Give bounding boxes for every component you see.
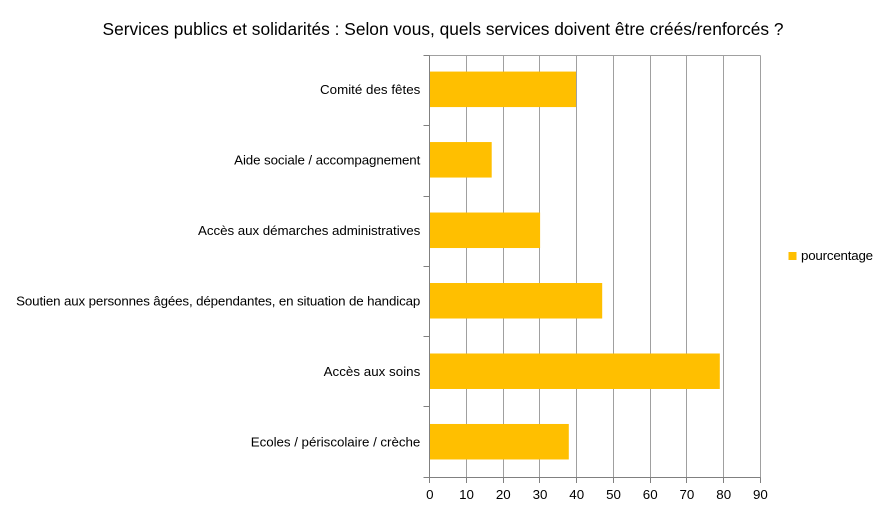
svg-text:Accès aux soins: Accès aux soins bbox=[324, 364, 421, 379]
svg-text:80: 80 bbox=[716, 487, 731, 502]
svg-text:10: 10 bbox=[459, 487, 474, 502]
svg-text:Aide sociale / accompagnement: Aide sociale / accompagnement bbox=[234, 153, 420, 168]
svg-text:Accès aux démarches administra: Accès aux démarches administratives bbox=[198, 223, 421, 238]
svg-text:Services publics et solidarité: Services publics et solidarités : Selon … bbox=[103, 19, 784, 39]
svg-text:20: 20 bbox=[496, 487, 511, 502]
svg-text:Comité des fêtes: Comité des fêtes bbox=[320, 82, 421, 97]
svg-text:60: 60 bbox=[643, 487, 658, 502]
svg-text:Ecoles / périscolaire / crèche: Ecoles / périscolaire / crèche bbox=[251, 435, 421, 450]
svg-text:90: 90 bbox=[753, 487, 768, 502]
svg-text:Soutien aux personnes âgées, d: Soutien aux personnes âgées, dépendantes… bbox=[16, 294, 420, 309]
svg-text:pourcentage: pourcentage bbox=[801, 248, 873, 263]
svg-text:50: 50 bbox=[606, 487, 621, 502]
svg-text:70: 70 bbox=[679, 487, 694, 502]
svg-text:40: 40 bbox=[569, 487, 584, 502]
svg-text:0: 0 bbox=[426, 487, 433, 502]
svg-text:30: 30 bbox=[533, 487, 548, 502]
